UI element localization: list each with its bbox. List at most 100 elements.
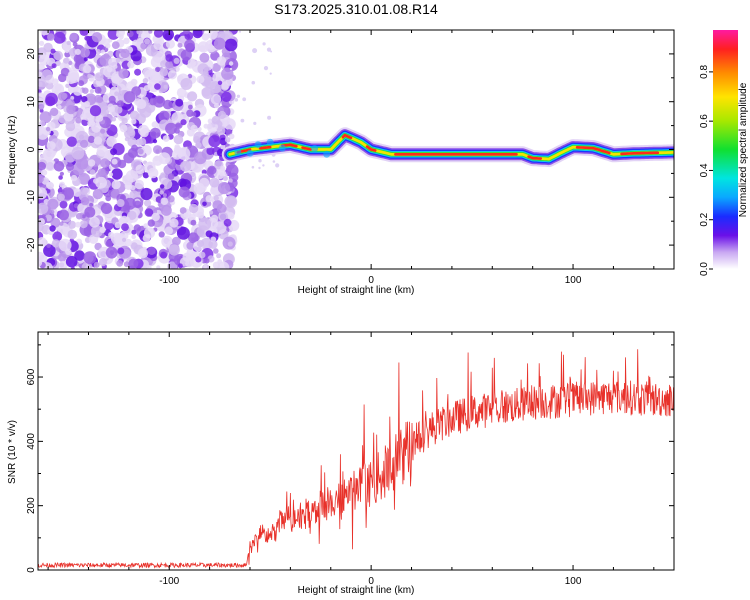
noise-blob (93, 261, 100, 268)
noise-blob (106, 136, 117, 147)
noise-blob (100, 49, 105, 54)
noise-blob (49, 107, 59, 117)
noise-blob (221, 91, 232, 103)
noise-blob (122, 237, 127, 242)
noise-blob (38, 258, 43, 267)
noise-blob (203, 123, 209, 129)
noise-blob (136, 99, 147, 110)
ridge-bead (278, 144, 286, 152)
noise-blob (41, 69, 53, 81)
noise-blob (79, 47, 90, 58)
noise-blob (70, 266, 76, 269)
noise-blob (193, 182, 205, 194)
noise-blob (120, 48, 130, 59)
noise-blob (172, 236, 181, 246)
noise-blob (83, 57, 88, 62)
noise-blob (66, 40, 71, 46)
noise-blob (210, 214, 219, 223)
noise-blob (226, 212, 235, 220)
noise-blob (202, 201, 207, 207)
noise-blob (110, 148, 118, 156)
noise-blob (193, 151, 207, 165)
noise-blob (38, 128, 49, 140)
noise-blob (176, 87, 187, 98)
noise-blob (108, 57, 118, 68)
noise-blob (61, 92, 68, 100)
noise-blob (140, 128, 149, 138)
noise-blob (127, 147, 138, 158)
noise-blob (165, 60, 173, 69)
x-tick-label: 100 (565, 275, 582, 286)
noise-speck (253, 121, 257, 125)
noise-blob (116, 260, 124, 267)
noise-blob (205, 195, 213, 203)
noise-blob (176, 226, 190, 240)
noise-blob (198, 217, 212, 231)
noise-blob (67, 229, 78, 240)
noise-blob (65, 121, 76, 132)
ridge-core-red (365, 145, 377, 152)
noise-blob (82, 64, 92, 74)
noise-blob (144, 199, 152, 207)
noise-blob (38, 237, 47, 247)
noise-blob (199, 45, 206, 52)
noise-blob (228, 178, 233, 183)
noise-blob (102, 38, 110, 46)
noise-blob (213, 195, 219, 201)
ridge-bead (323, 150, 331, 158)
noise-speck (258, 166, 261, 170)
noise-blob (147, 167, 159, 179)
noise-blob (188, 104, 193, 110)
noise-blob (188, 203, 199, 214)
noise-blob (222, 176, 228, 181)
noise-blob (160, 204, 172, 216)
noise-speck (240, 118, 245, 123)
noise-blob (130, 50, 142, 62)
noise-blob (162, 30, 174, 41)
noise-blob (121, 117, 128, 124)
noise-blob (45, 92, 58, 106)
noise-blob (210, 186, 219, 195)
snr-x-tick-label: 0 (368, 576, 374, 587)
noise-blob (144, 208, 154, 217)
noise-blob (167, 195, 175, 203)
colorbar-tick-label: 0.8 (699, 64, 710, 78)
noise-blob (111, 168, 123, 180)
noise-blob (162, 193, 167, 198)
noise-blob (162, 135, 170, 142)
noise-blob (173, 57, 180, 64)
colorbar-tick-label: 0.4 (699, 163, 710, 177)
noise-blob (216, 56, 227, 66)
noise-blob (59, 200, 68, 209)
noise-blob (225, 164, 239, 177)
noise-blob (91, 32, 103, 43)
noise-blob (152, 139, 158, 144)
x-tick-label: 0 (368, 275, 374, 286)
noise-blob (208, 239, 218, 249)
spectrogram-y-label: Frequency (Hz) (7, 116, 18, 185)
noise-blob (119, 124, 128, 133)
noise-blob (80, 197, 90, 206)
noise-blob (164, 226, 173, 235)
snr-y-tick-label: 0 (26, 567, 37, 573)
noise-blob (66, 136, 78, 147)
noise-blob (169, 218, 179, 228)
snr-frame (37, 331, 675, 571)
noise-blob (57, 104, 62, 110)
noise-blob (130, 118, 137, 125)
noise-blob (224, 137, 231, 143)
noise-blob (156, 265, 161, 269)
ridge-bead (311, 145, 319, 152)
noise-blob (41, 169, 48, 176)
noise-blob (103, 53, 110, 59)
y-tick-label: -10 (26, 190, 37, 205)
noise-blob (109, 106, 116, 112)
noise-blob (122, 174, 134, 186)
noise-blob (139, 137, 147, 146)
noise-blob (207, 165, 217, 175)
noise-blob (134, 200, 142, 208)
colorbar-tick-label: 0.6 (699, 114, 710, 128)
noise-blob (123, 37, 130, 45)
snr-y-tick-label: 200 (26, 497, 37, 514)
noise-blob (197, 63, 209, 75)
